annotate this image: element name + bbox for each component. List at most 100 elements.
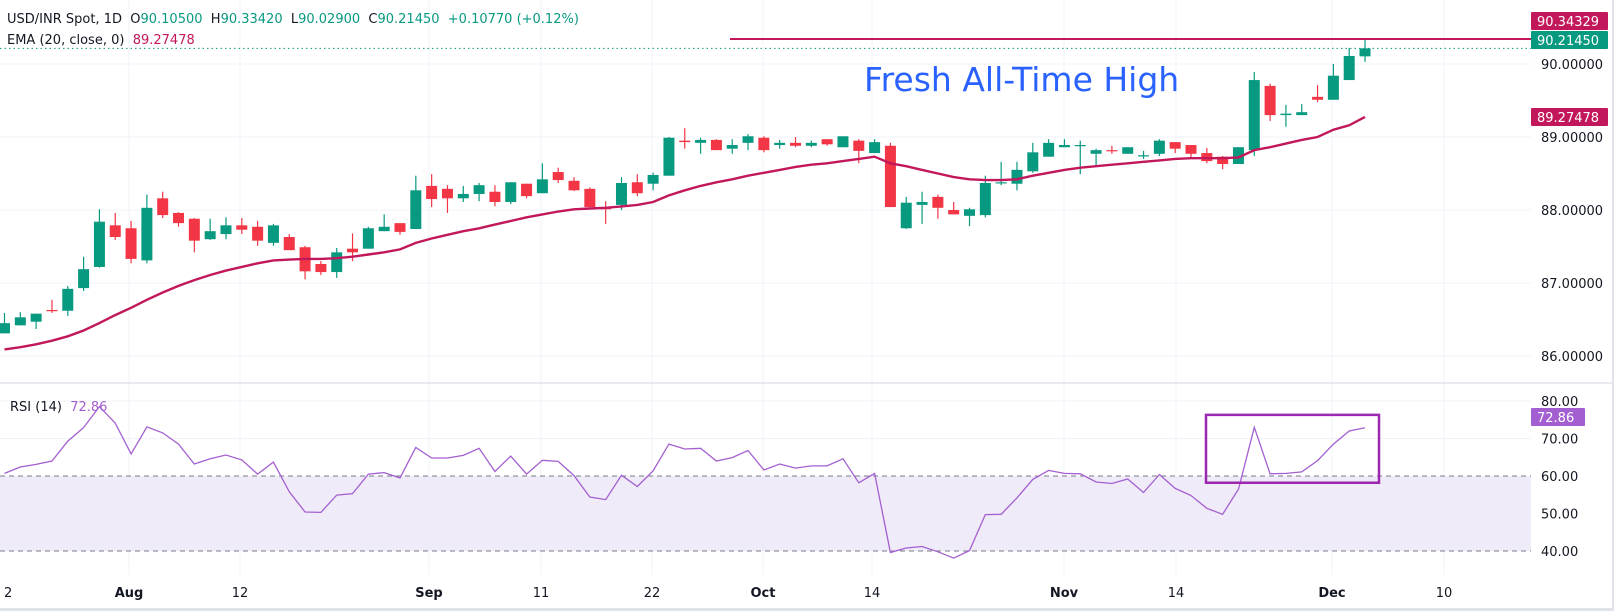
candle-body (821, 139, 833, 145)
close-value: 90.21450 (377, 12, 440, 27)
candle (695, 137, 707, 154)
candle-body (742, 136, 754, 143)
price-tags: 90.34329 90.21450 89.27478 72.86 (1531, 12, 1608, 426)
candle (1122, 147, 1134, 154)
symbol-title: USD/INR Spot, 1D (7, 12, 122, 27)
price-lines (0, 37, 1531, 49)
candle (1058, 139, 1070, 148)
candle-body (62, 288, 74, 311)
time-tick-label: Nov (1050, 586, 1079, 601)
rsi-tick-label: 40.00 (1541, 545, 1578, 560)
bottom-frame (0, 608, 1614, 611)
legend-ema-row[interactable]: EMA (20, close, 0) 89.27478 (7, 33, 195, 49)
candle (315, 261, 327, 275)
candle-body (315, 264, 327, 273)
candle-body (1232, 147, 1244, 165)
rsi-value: 72.86 (70, 400, 108, 415)
candle (426, 174, 438, 208)
price-tick-label: 89.00000 (1541, 131, 1603, 146)
candle-body (1343, 55, 1355, 81)
candle-body (1106, 150, 1118, 152)
candle-body (805, 142, 817, 146)
candle (568, 177, 580, 192)
candle-body (521, 183, 533, 197)
legend-symbol-row[interactable]: USD/INR Spot, 1D O90.10500 H90.33420 L90… (7, 12, 579, 28)
candle (473, 182, 485, 202)
candle-body (758, 137, 770, 151)
candle (1248, 72, 1260, 156)
candle (1043, 139, 1055, 157)
right-frame (1612, 0, 1614, 611)
legend-rsi-row[interactable]: RSI (14) 72.86 (10, 400, 107, 416)
candle (647, 172, 659, 191)
candle-body (1074, 145, 1086, 147)
candle-body (331, 252, 343, 273)
candle-body (679, 140, 691, 143)
price-tick-label: 87.00000 (1541, 277, 1603, 292)
candle-body (1122, 147, 1134, 154)
last-price-tag-bg (1531, 31, 1608, 49)
candle-body (252, 226, 264, 241)
candle-body (1011, 169, 1023, 184)
candle (521, 183, 533, 199)
rsi-tick-label: 70.00 (1541, 433, 1578, 448)
candle-body (236, 225, 248, 230)
candle (1327, 64, 1339, 100)
candle (78, 256, 90, 292)
candle (220, 217, 232, 240)
rsi-highlight-box (1204, 413, 1381, 484)
candle-body (1217, 156, 1229, 165)
candle-body (1359, 48, 1371, 57)
ema-value: 89.27478 (132, 33, 195, 48)
candle-body (1027, 152, 1039, 172)
candle-body (93, 221, 105, 267)
ema-price-tag: 89.27478 (1537, 111, 1599, 126)
candle (236, 218, 248, 235)
candle-body (505, 182, 517, 202)
price-axis[interactable]: 90.00000 89.00000 88.00000 87.00000 86.00000… (1541, 58, 1603, 560)
candle (1312, 85, 1324, 102)
candle (93, 209, 105, 268)
close-label: C (368, 12, 378, 27)
candle-body (663, 137, 675, 176)
candle (1138, 150, 1150, 159)
candle (125, 220, 137, 264)
candle (1185, 145, 1197, 159)
candle-body (884, 145, 896, 208)
time-tick-label: 11 (533, 586, 550, 601)
candle-body (1327, 75, 1339, 100)
candle (948, 201, 960, 215)
candle (505, 182, 517, 205)
candle-body (410, 190, 422, 229)
price-tick-label: 90.00000 (1541, 58, 1603, 73)
candle-body (552, 172, 564, 181)
candle-body (536, 179, 548, 194)
candle (204, 218, 216, 240)
candle-body (1280, 113, 1292, 116)
time-tick-label: 10 (1436, 586, 1453, 601)
candle (1090, 148, 1102, 167)
candle (1169, 142, 1181, 154)
candle-body (1312, 96, 1324, 100)
time-axis[interactable]: 2 Aug 12 Sep 11 22 Oct 14 Nov 14 Dec 10 (4, 586, 1452, 601)
annotation-text[interactable]: Fresh All-Time High (864, 60, 1180, 99)
change-value: +0.10770 (+0.12%) (447, 12, 579, 27)
candle-body (790, 142, 801, 146)
candle (932, 194, 944, 219)
candle-body (489, 191, 501, 202)
candle-body (726, 145, 738, 149)
candle-body (615, 182, 627, 205)
candle-body (30, 313, 42, 322)
candle (1343, 47, 1355, 81)
rsi-value-tag-bg (1531, 408, 1585, 426)
candle-body (837, 136, 849, 148)
candle-body (631, 182, 643, 194)
candle (726, 139, 738, 154)
candle (46, 299, 58, 313)
candle (964, 207, 976, 227)
candle (252, 220, 264, 246)
candle (631, 174, 643, 197)
candle (173, 212, 185, 227)
high-value: 90.33420 (220, 12, 283, 27)
